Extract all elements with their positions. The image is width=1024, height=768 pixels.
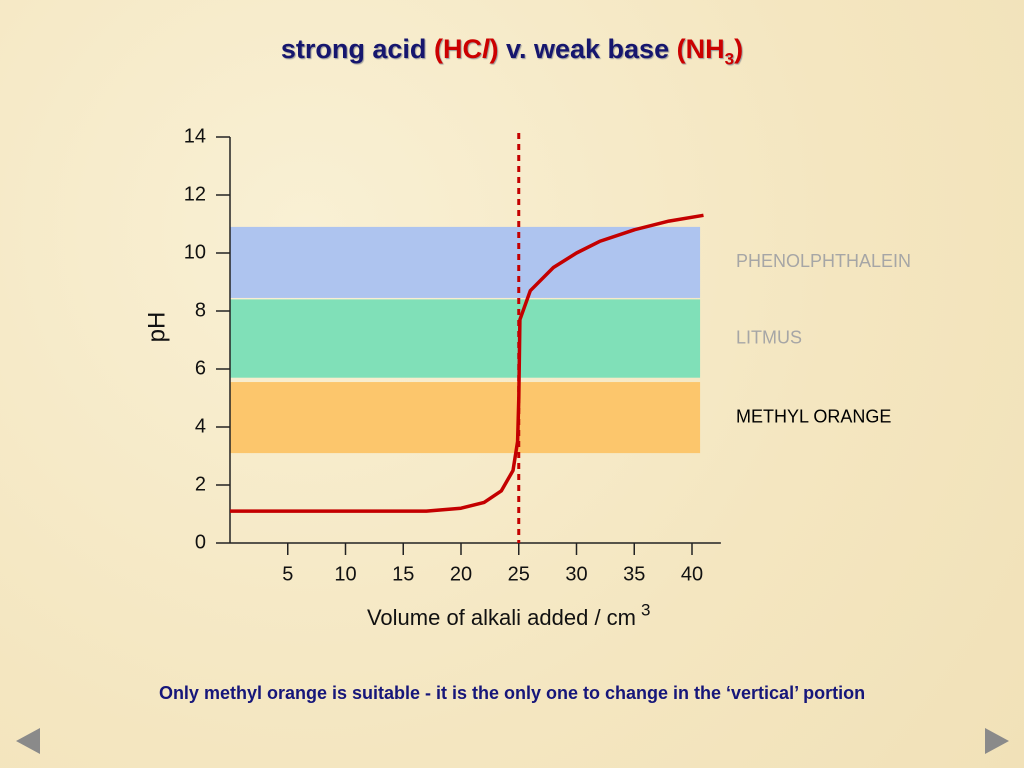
x-tick-label: 20 (450, 563, 472, 585)
x-tick-label: 30 (565, 563, 587, 585)
title-formula: (HCl) (434, 34, 499, 64)
title-text: ) (489, 34, 499, 64)
title-text: strong acid (280, 34, 427, 64)
y-tick-label: 10 (184, 241, 206, 263)
x-tick-label: 35 (623, 563, 645, 585)
title-text: v. weak base (505, 34, 670, 64)
x-tick-label: 40 (681, 563, 703, 585)
prev-button[interactable] (16, 728, 40, 754)
title-text: ) (734, 34, 744, 64)
titration-curve (230, 213, 704, 513)
y-axis-label: pH (143, 312, 170, 343)
title-text: 3 (724, 49, 735, 69)
title-text: (HC (433, 34, 482, 64)
x-tick-label: 10 (334, 563, 356, 585)
next-button[interactable] (985, 728, 1009, 754)
title-text: (NH (676, 34, 725, 64)
band-label: METHYL ORANGE (736, 406, 891, 426)
y-tick-label: 4 (195, 415, 206, 437)
y-tick-label: 12 (184, 183, 206, 205)
band-label: LITMUS (736, 327, 802, 347)
y-tick-label: 8 (195, 299, 206, 321)
x-axis-label: Volume of alkali added / cm (367, 605, 636, 630)
x-tick-label: 15 (392, 563, 414, 585)
y-tick-label: 6 (195, 357, 206, 379)
x-axis-label-superscript: 3 (641, 600, 650, 619)
title-text: l (481, 34, 490, 64)
indicator-band (230, 382, 701, 454)
title-formula: (NH3) (676, 34, 744, 68)
band-label: PHENOLPHTHALEIN (736, 251, 911, 271)
x-tick-label: 5 (282, 563, 293, 585)
indicator-band (230, 299, 701, 378)
slide-title: strong acid (HCl) v. weak base (NH3) (0, 34, 1024, 69)
y-tick-label: 0 (195, 531, 206, 553)
indicator-band (230, 226, 701, 298)
x-tick-label: 25 (508, 563, 530, 585)
footer-note: Only methyl orange is suitable - it is t… (158, 683, 866, 703)
y-tick-label: 14 (184, 125, 206, 147)
y-tick-label: 2 (195, 473, 206, 495)
